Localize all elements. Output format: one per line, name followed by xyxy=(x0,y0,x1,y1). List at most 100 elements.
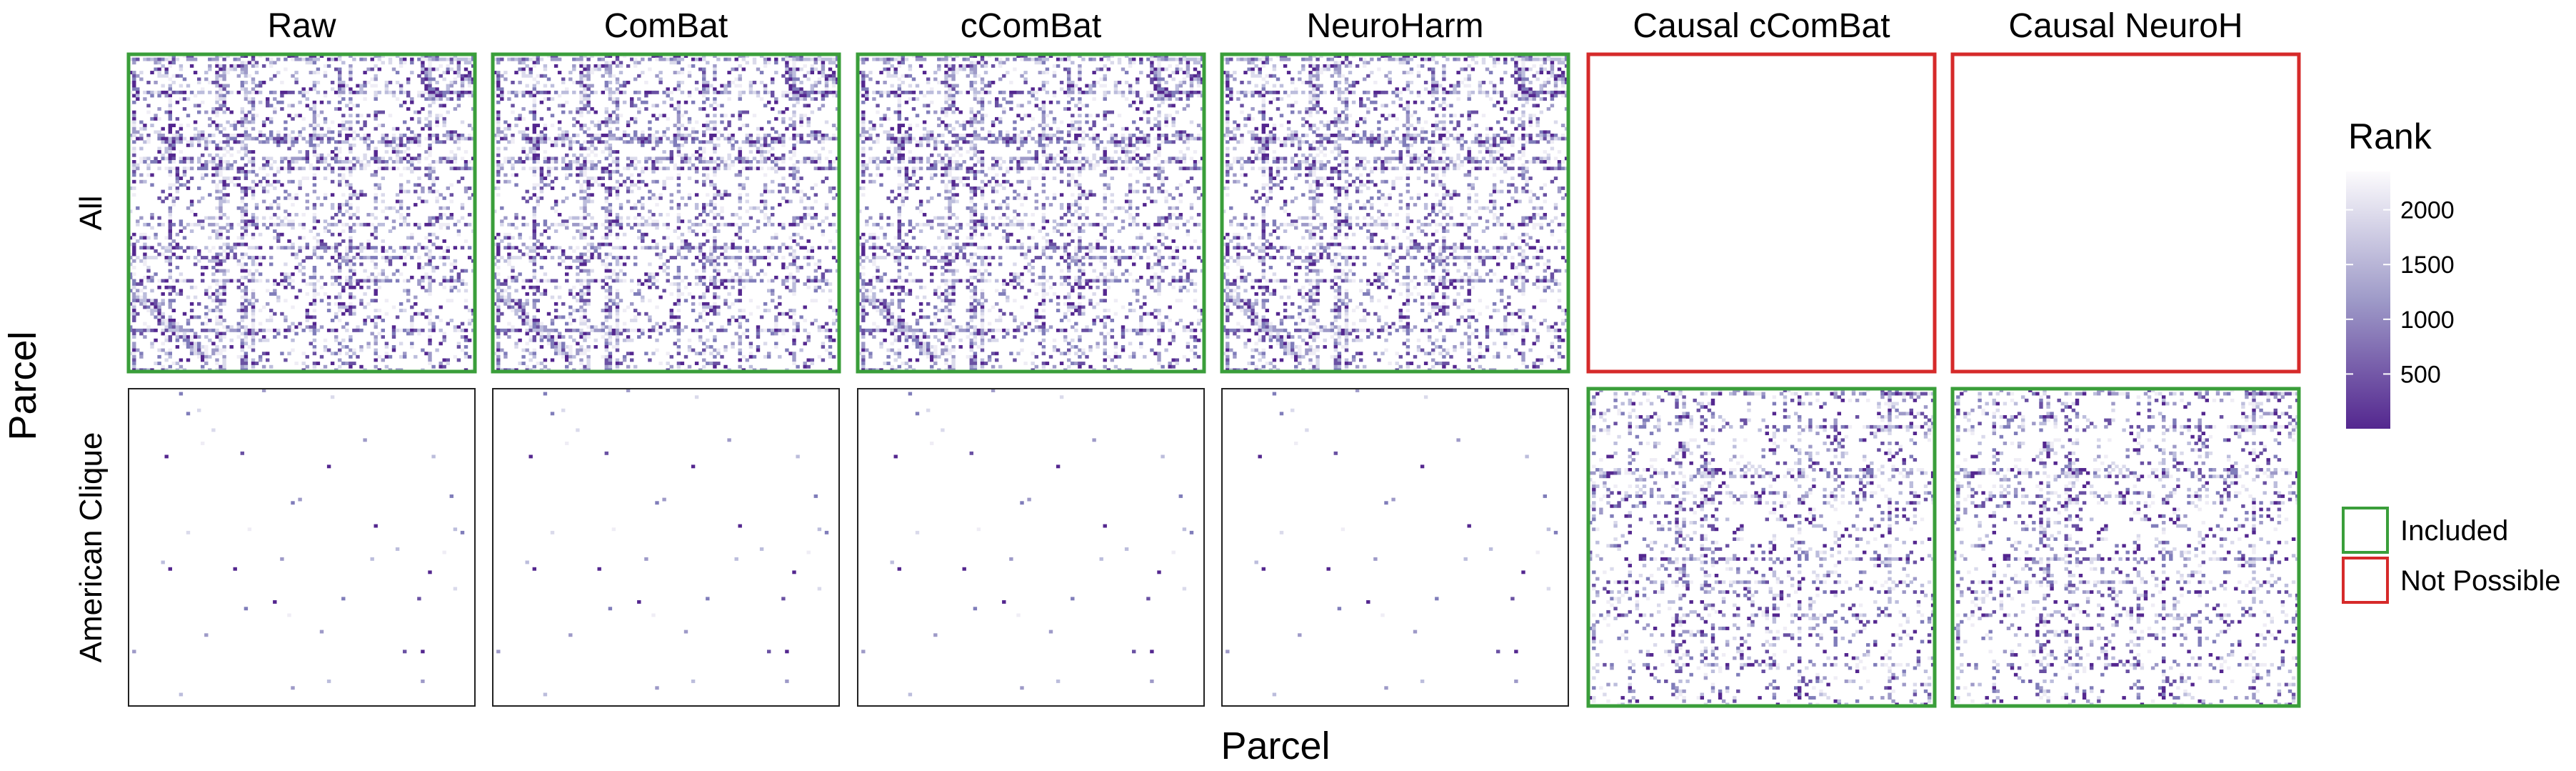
heatmap-cell xyxy=(352,262,356,267)
heatmap-cell xyxy=(338,203,342,207)
heatmap-cell xyxy=(384,216,389,220)
heatmap-cell xyxy=(586,104,591,108)
heatmap-cell xyxy=(709,259,713,263)
heatmap-cell xyxy=(399,203,404,207)
heatmap-cell xyxy=(291,328,295,332)
heatmap-cell xyxy=(309,282,313,286)
heatmap-cell xyxy=(168,97,172,101)
heatmap-cell xyxy=(543,126,548,131)
heatmap-cell xyxy=(586,87,591,91)
heatmap-cell xyxy=(417,282,421,286)
heatmap-cell xyxy=(182,166,187,171)
heatmap-cell xyxy=(579,143,583,147)
heatmap-cell xyxy=(410,305,414,309)
heatmap-cell xyxy=(673,275,677,279)
heatmap-cell xyxy=(301,166,306,171)
heatmap-cell xyxy=(511,269,515,273)
heatmap-cell xyxy=(456,94,461,98)
heatmap-cell xyxy=(406,236,411,240)
heatmap-cell xyxy=(637,61,641,65)
heatmap-cell xyxy=(824,246,829,250)
heatmap-cell xyxy=(543,176,548,180)
heatmap-cell xyxy=(175,246,180,250)
heatmap-cell xyxy=(630,189,634,194)
heatmap-cell xyxy=(179,246,184,250)
heatmap-cell xyxy=(338,81,342,84)
heatmap-cell xyxy=(698,140,703,144)
heatmap-cell xyxy=(349,275,353,279)
heatmap-cell xyxy=(240,110,244,114)
heatmap-cell xyxy=(463,338,468,342)
heatmap-cell xyxy=(435,90,439,94)
heatmap-cell xyxy=(312,315,317,319)
heatmap-cell xyxy=(604,120,608,124)
heatmap-cell xyxy=(374,77,378,81)
heatmap-cell xyxy=(713,71,717,74)
heatmap-cell xyxy=(702,166,706,171)
heatmap-cell xyxy=(305,256,309,259)
heatmap-cell xyxy=(319,136,324,141)
heatmap-cell xyxy=(727,136,731,141)
heatmap-cell xyxy=(349,186,353,190)
heatmap-cell xyxy=(553,90,558,94)
heatmap-cell xyxy=(507,97,511,101)
heatmap-cell xyxy=(189,352,194,356)
heatmap-cell xyxy=(273,186,277,190)
heatmap-cell xyxy=(132,130,136,134)
heatmap-cell xyxy=(309,143,313,147)
heatmap-cell xyxy=(608,116,613,121)
heatmap-cell xyxy=(532,116,536,121)
heatmap-cell xyxy=(254,279,259,283)
heatmap-cell xyxy=(208,81,212,84)
heatmap-cell xyxy=(403,256,407,259)
heatmap-cell xyxy=(244,352,249,356)
heatmap-cell xyxy=(778,249,782,253)
heatmap-cell xyxy=(132,315,136,319)
heatmap-cell xyxy=(831,134,836,137)
heatmap-cell xyxy=(565,256,569,259)
heatmap-cell xyxy=(666,126,670,131)
heatmap-cell xyxy=(687,134,692,137)
heatmap-cell xyxy=(341,87,346,91)
heatmap-cell xyxy=(399,246,404,250)
heatmap-cell xyxy=(146,275,151,279)
heatmap-cell xyxy=(651,246,656,250)
heatmap-cell xyxy=(189,335,194,339)
heatmap-cell xyxy=(323,282,328,286)
heatmap-cell xyxy=(132,312,136,316)
heatmap-cell xyxy=(175,266,180,269)
heatmap-cell xyxy=(460,282,465,286)
heatmap-cell xyxy=(630,226,634,230)
heatmap-cell xyxy=(244,292,249,296)
heatmap-cell xyxy=(222,279,226,283)
heatmap-cell xyxy=(785,94,789,98)
heatmap-cell xyxy=(706,87,710,91)
heatmap-cell xyxy=(356,328,360,332)
heatmap-cell xyxy=(266,140,270,144)
heatmap-cell xyxy=(676,71,681,74)
heatmap-cell xyxy=(828,189,833,194)
heatmap-cell xyxy=(352,352,356,356)
heatmap-cell xyxy=(204,345,209,349)
heatmap-cell xyxy=(179,219,184,224)
heatmap-cell xyxy=(536,81,540,84)
heatmap-cell xyxy=(463,328,468,332)
heatmap-cell xyxy=(132,163,136,167)
heatmap-cell xyxy=(810,130,814,134)
heatmap-cell xyxy=(168,213,172,217)
heatmap-cell xyxy=(154,249,158,253)
heatmap-cell xyxy=(370,57,374,61)
heatmap-cell xyxy=(745,176,749,180)
heatmap-cell xyxy=(716,90,721,94)
heatmap-cell xyxy=(377,90,381,94)
heatmap-cell xyxy=(345,209,349,214)
heatmap-cell xyxy=(767,222,771,227)
heatmap-cell xyxy=(189,315,194,319)
heatmap-cell xyxy=(219,259,223,263)
heatmap-cell xyxy=(312,252,317,257)
heatmap-cell xyxy=(309,229,313,233)
heatmap-cell xyxy=(521,160,526,164)
heatmap-cell xyxy=(821,146,826,151)
heatmap-cell xyxy=(748,206,753,210)
heatmap-cell xyxy=(219,229,223,233)
